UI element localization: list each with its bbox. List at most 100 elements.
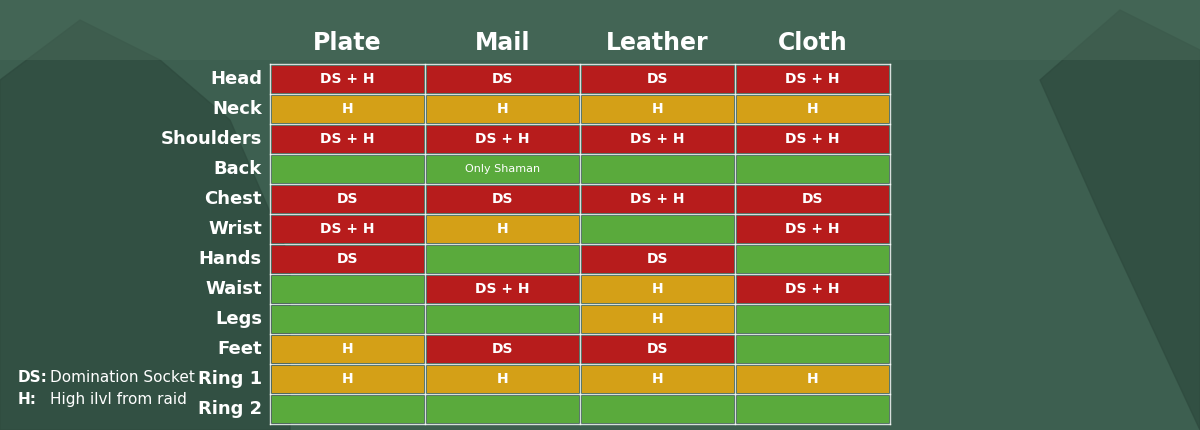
Bar — [582, 276, 733, 302]
Bar — [426, 396, 578, 423]
Text: H: H — [652, 102, 664, 116]
Text: DS: DS — [647, 252, 668, 266]
Bar — [271, 126, 424, 153]
Text: Neck: Neck — [212, 100, 262, 118]
Text: DS + H: DS + H — [320, 222, 374, 236]
Bar — [737, 366, 888, 393]
Text: Chest: Chest — [204, 190, 262, 208]
Text: Mail: Mail — [475, 31, 530, 55]
Bar — [582, 396, 733, 423]
Bar — [737, 276, 888, 302]
Text: H: H — [652, 312, 664, 326]
Text: Waist: Waist — [205, 280, 262, 298]
Text: Domination Socket: Domination Socket — [50, 370, 194, 385]
Bar — [582, 156, 733, 182]
Bar — [582, 185, 733, 212]
Text: Back: Back — [214, 160, 262, 178]
Bar — [271, 95, 424, 123]
Text: Hands: Hands — [199, 250, 262, 268]
Bar — [582, 335, 733, 362]
Bar — [271, 65, 424, 92]
Text: DS + H: DS + H — [785, 282, 840, 296]
Bar — [271, 305, 424, 332]
Bar — [582, 126, 733, 153]
Text: H: H — [806, 102, 818, 116]
Text: Head: Head — [210, 70, 262, 88]
Bar — [271, 185, 424, 212]
Text: Ring 1: Ring 1 — [198, 370, 262, 388]
Bar — [426, 65, 578, 92]
Bar — [271, 156, 424, 182]
Bar — [271, 215, 424, 243]
Bar — [426, 276, 578, 302]
Text: H: H — [497, 372, 509, 386]
Text: DS: DS — [647, 342, 668, 356]
Text: Cloth: Cloth — [778, 31, 847, 55]
Bar — [582, 366, 733, 393]
Bar — [426, 335, 578, 362]
Bar — [271, 396, 424, 423]
Bar — [271, 246, 424, 273]
Text: Leather: Leather — [606, 31, 709, 55]
Text: H: H — [497, 102, 509, 116]
Text: Legs: Legs — [215, 310, 262, 328]
Polygon shape — [1040, 10, 1200, 430]
Bar — [737, 396, 888, 423]
Bar — [737, 126, 888, 153]
Text: DS: DS — [492, 72, 514, 86]
Text: Only Shaman: Only Shaman — [464, 164, 540, 174]
Bar — [0, 0, 1200, 60]
Bar — [582, 95, 733, 123]
Text: H: H — [342, 102, 353, 116]
Bar — [426, 126, 578, 153]
Bar — [737, 305, 888, 332]
Bar — [426, 215, 578, 243]
Text: Feet: Feet — [217, 340, 262, 358]
Bar — [271, 276, 424, 302]
Bar — [426, 366, 578, 393]
Polygon shape — [0, 20, 290, 430]
Text: DS: DS — [337, 192, 359, 206]
Text: H: H — [652, 372, 664, 386]
Bar — [426, 95, 578, 123]
Text: DS: DS — [647, 72, 668, 86]
Text: DS + H: DS + H — [785, 132, 840, 146]
Bar — [737, 156, 888, 182]
Text: DS + H: DS + H — [630, 132, 685, 146]
Bar — [737, 185, 888, 212]
Bar — [426, 246, 578, 273]
Text: DS + H: DS + H — [785, 72, 840, 86]
Text: DS: DS — [337, 252, 359, 266]
Text: Shoulders: Shoulders — [161, 130, 262, 148]
Text: DS: DS — [492, 342, 514, 356]
Text: DS + H: DS + H — [475, 132, 529, 146]
Bar — [271, 335, 424, 362]
Bar — [426, 185, 578, 212]
Text: H:: H: — [18, 392, 37, 407]
Text: H: H — [497, 222, 509, 236]
Bar — [737, 95, 888, 123]
Bar — [737, 215, 888, 243]
Bar — [582, 215, 733, 243]
Text: Plate: Plate — [313, 31, 382, 55]
Text: DS + H: DS + H — [785, 222, 840, 236]
Text: High ilvl from raid: High ilvl from raid — [50, 392, 187, 407]
Text: H: H — [342, 342, 353, 356]
Text: DS + H: DS + H — [630, 192, 685, 206]
Bar — [582, 246, 733, 273]
Bar — [582, 65, 733, 92]
Text: DS: DS — [802, 192, 823, 206]
Text: H: H — [652, 282, 664, 296]
Text: Ring 2: Ring 2 — [198, 400, 262, 418]
Bar — [737, 335, 888, 362]
Bar — [582, 305, 733, 332]
Text: Wrist: Wrist — [209, 220, 262, 238]
Text: DS + H: DS + H — [475, 282, 529, 296]
Bar — [426, 305, 578, 332]
Text: DS:: DS: — [18, 370, 48, 385]
Text: DS: DS — [492, 192, 514, 206]
Text: H: H — [342, 372, 353, 386]
Bar — [737, 246, 888, 273]
Bar — [426, 156, 578, 182]
Text: H: H — [806, 372, 818, 386]
